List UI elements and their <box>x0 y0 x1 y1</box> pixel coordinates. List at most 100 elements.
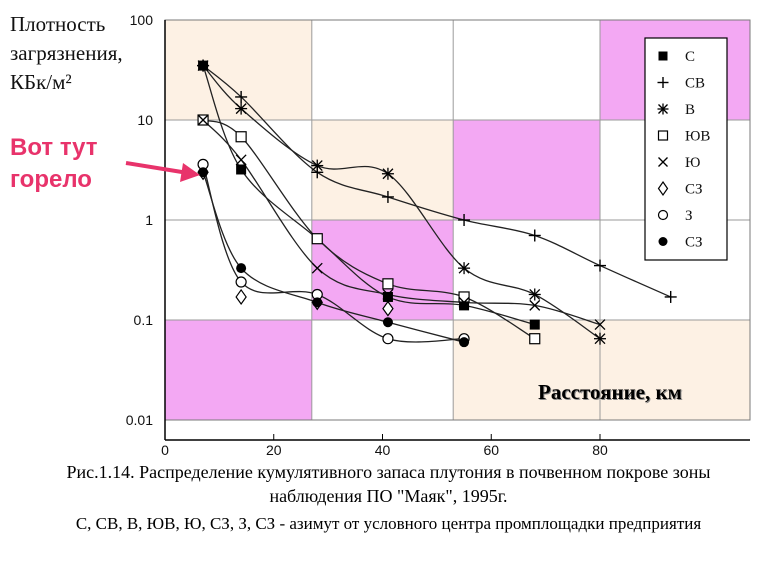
legend-label: З <box>685 208 693 224</box>
marker-filled-square <box>529 319 540 330</box>
legend-label: Ю <box>685 155 700 171</box>
marker-shape <box>312 297 323 308</box>
marker-plus <box>657 77 669 88</box>
marker-asterisk <box>594 332 606 345</box>
marker-shape <box>311 262 323 274</box>
marker-shape <box>236 263 247 274</box>
series-curve-1 <box>202 65 671 298</box>
marker-shape <box>311 233 323 245</box>
marker-shape <box>382 291 393 302</box>
marker-filled-square <box>236 164 247 175</box>
marker-filled-circle <box>236 263 247 274</box>
marker-plus <box>458 214 471 226</box>
marker-open-diamond <box>382 300 394 317</box>
y-axis-label-line-3: КБк/м² <box>10 70 72 94</box>
marker-filled-circle <box>658 237 668 246</box>
marker-cross <box>382 289 394 300</box>
legend-label: В <box>685 102 695 118</box>
marker-shape <box>658 237 668 246</box>
y-tick-label: 0.01 <box>126 412 153 428</box>
annotation-arrow <box>125 161 200 182</box>
y-axis-label-line-2: загрязнения, <box>10 41 123 65</box>
marker-filled-square <box>459 300 470 311</box>
y-tick-label: 0.1 <box>134 312 154 328</box>
x-tick-label: 60 <box>483 442 499 458</box>
bg-cell <box>311 20 454 120</box>
bg-cell <box>311 320 454 420</box>
marker-shape <box>197 114 209 126</box>
marker-shape <box>235 288 247 305</box>
caption-line-1: Рис.1.14. Распределение кумулятивного за… <box>66 462 711 482</box>
marker-filled-circle <box>459 337 470 348</box>
marker-shape <box>382 317 393 328</box>
marker-shape <box>657 130 669 141</box>
marker-shape <box>382 300 394 317</box>
marker-open-square <box>529 333 541 345</box>
bg-cell <box>453 120 600 220</box>
chart-ticks: 0.01 0.1 1 10 100 0 20 40 60 80 <box>126 12 608 458</box>
marker-plus <box>381 190 394 203</box>
marker-shape <box>594 319 606 331</box>
x-tick-label: 40 <box>375 442 391 458</box>
marker-shape <box>529 299 541 311</box>
legend-label: ЮВ <box>685 129 710 145</box>
y-tick-label: 10 <box>137 112 153 128</box>
bg-cell <box>453 20 600 120</box>
marker-cross <box>197 114 209 126</box>
marker-filled-square <box>382 291 393 302</box>
marker-plus <box>528 229 541 242</box>
x-tick-label: 80 <box>592 442 608 458</box>
marker-cross <box>311 262 323 274</box>
legend-label: СЗ <box>685 182 703 198</box>
bg-cell <box>453 320 600 420</box>
marker-shape <box>459 300 470 311</box>
marker-shape <box>657 209 669 221</box>
marker-asterisk <box>311 159 324 172</box>
marker-shape <box>236 164 247 175</box>
marker-asterisk <box>528 288 541 301</box>
figure-caption: Рис.1.14. Распределение кумулятивного за… <box>0 460 777 538</box>
marker-shape <box>658 157 668 167</box>
legend-label: С <box>685 49 695 65</box>
chart-points <box>197 59 677 348</box>
marker-shape <box>459 337 470 348</box>
marker-shape <box>235 276 247 288</box>
marker-cross <box>458 296 470 308</box>
marker-asterisk <box>197 59 210 72</box>
marker-asterisk <box>657 103 669 115</box>
marker-open-diamond <box>657 180 669 197</box>
marker-open-circle <box>235 276 247 288</box>
marker-cross <box>235 154 247 166</box>
chart: 0.01 0.1 1 10 100 0 20 40 60 80 С СВ В ЮВ Ю СЗ З СЗ <box>125 12 751 458</box>
marker-plus <box>594 259 606 272</box>
arrow-shaft <box>125 161 189 175</box>
marker-open-square <box>311 233 323 245</box>
marker-shape <box>529 319 540 330</box>
marker-open-square <box>657 130 669 141</box>
legend-label: СЗ <box>685 235 703 251</box>
marker-plus <box>664 290 677 303</box>
marker-shape <box>382 278 394 290</box>
marker-shape <box>529 333 541 345</box>
marker-asterisk <box>381 167 394 180</box>
legend-box <box>644 37 728 261</box>
marker-filled-circle <box>382 317 393 328</box>
marker-filled-circle <box>312 297 323 308</box>
y-axis-label-line-1: Плотность <box>10 12 106 36</box>
marker-shape <box>198 167 209 178</box>
y-tick-label: 100 <box>130 12 154 28</box>
caption-line-3: С, СВ, В, ЮВ, Ю, СЗ, З, СЗ - азимут от у… <box>75 514 702 533</box>
marker-plus <box>235 90 248 103</box>
arrow-head <box>180 163 200 182</box>
marker-asterisk <box>235 102 248 115</box>
chart-grid <box>164 19 751 441</box>
bg-cell <box>165 20 312 120</box>
bg-cell <box>311 220 454 320</box>
marker-asterisk <box>458 262 471 275</box>
marker-shape <box>657 180 669 197</box>
marker-open-square <box>458 291 470 303</box>
marker-shape <box>235 131 247 143</box>
marker-shape <box>458 291 470 303</box>
marker-open-diamond <box>235 288 247 305</box>
marker-shape <box>235 154 247 166</box>
